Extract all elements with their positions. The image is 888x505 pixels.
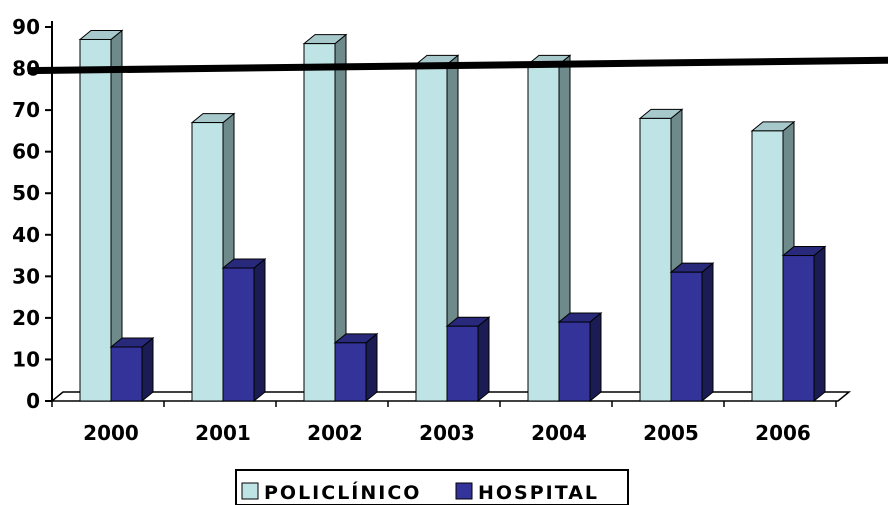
y-tick-label: 70 (12, 98, 40, 122)
x-tick-label: 2000 (83, 421, 139, 445)
x-axis-labels: 2000 2001 2002 2003 2004 2005 2006 (83, 421, 811, 445)
bar-policlinico-2004 (526, 54, 572, 403)
y-tick-label: 50 (12, 181, 40, 205)
y-tick-label: 90 (12, 15, 40, 39)
legend-box (235, 469, 629, 505)
bar-hospital-2005 (669, 262, 715, 403)
y-tick-label: 0 (26, 389, 40, 413)
y-tick-label: 40 (12, 223, 40, 247)
bar-hospital-2003 (445, 316, 491, 403)
bar-hospital-2004 (557, 311, 603, 403)
x-tick-label: 2003 (419, 421, 475, 445)
bar-hospital-2000 (109, 336, 155, 403)
bar-policlinico-2002 (302, 33, 348, 403)
reference-line (27, 56, 888, 75)
legend: POLICLÍNICO HOSPITAL (235, 469, 629, 505)
y-tick-label: 10 (12, 347, 40, 371)
bar-hospital-2006 (781, 245, 827, 403)
x-tick-label: 2001 (195, 421, 251, 445)
bars (78, 29, 827, 403)
legend-swatch-hospital (455, 482, 473, 500)
legend-swatch-policlinico (241, 482, 259, 500)
legend-label-policlinico: POLICLÍNICO (264, 481, 421, 504)
bar-policlinico-2003 (414, 54, 460, 403)
reference-line-80 (27, 56, 888, 75)
bar-policlinico-2000 (78, 29, 124, 403)
legend-label-hospital: HOSPITAL (478, 482, 599, 504)
bar-hospital-2002 (333, 332, 379, 403)
y-tick-label: 20 (12, 306, 40, 330)
x-tick-label: 2002 (307, 421, 363, 445)
x-tick-label: 2004 (531, 421, 587, 445)
x-tick-label: 2005 (643, 421, 699, 445)
bar-hospital-2001 (221, 257, 267, 403)
x-tick-label: 2006 (755, 421, 811, 445)
y-tick-label: 30 (12, 264, 40, 288)
y-tick-label: 60 (12, 140, 40, 164)
